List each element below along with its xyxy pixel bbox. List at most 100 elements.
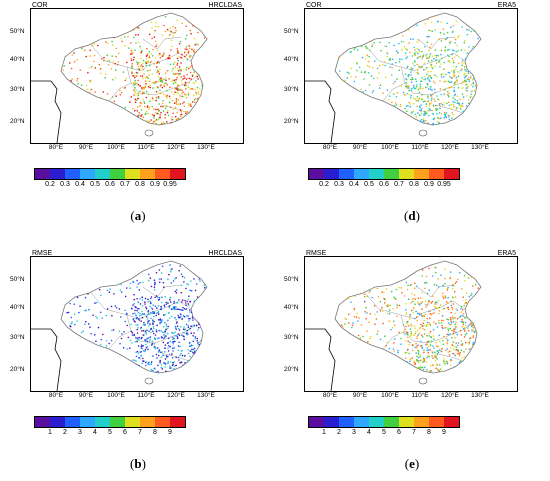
station-dot <box>420 118 423 121</box>
station-dot <box>194 109 197 112</box>
station-dot <box>61 15 63 18</box>
station-dot <box>155 314 158 317</box>
station-dot <box>407 74 409 77</box>
station-dot <box>171 338 174 341</box>
station-dot <box>151 73 154 75</box>
station-dot <box>427 109 430 112</box>
station-dot <box>144 348 147 351</box>
lat-tick-label: 40°N <box>284 56 299 63</box>
station-dot <box>171 364 174 367</box>
station-dot <box>354 275 356 278</box>
station-dot <box>205 337 207 339</box>
station-dot <box>182 335 185 337</box>
station-dot <box>98 29 100 32</box>
station-dot <box>137 83 140 86</box>
station-dot <box>462 364 465 366</box>
station-dot <box>182 91 184 93</box>
station-dot <box>137 301 140 303</box>
station-dot <box>465 302 468 304</box>
station-dot <box>396 306 398 309</box>
station-dot <box>154 124 156 125</box>
station-dot <box>207 342 209 344</box>
station-dot <box>381 35 384 37</box>
station-dot <box>418 105 421 108</box>
station-dot <box>400 40 403 43</box>
station-dot <box>462 296 465 298</box>
station-dot <box>422 361 424 363</box>
province-border <box>142 36 182 50</box>
station-dot <box>106 119 108 122</box>
station-dot <box>416 71 419 74</box>
station-dot <box>134 306 136 308</box>
station-dot <box>410 325 413 327</box>
station-dot <box>210 293 212 295</box>
station-dot <box>141 114 143 116</box>
station-dot <box>79 272 81 275</box>
station-dot <box>415 51 418 54</box>
station-dot <box>354 46 357 49</box>
station-dot <box>133 320 136 322</box>
station-dot <box>141 296 144 299</box>
station-dot <box>133 302 136 305</box>
station-dot <box>119 269 122 271</box>
station-dot <box>147 309 150 312</box>
station-dot <box>105 113 108 115</box>
station-dot <box>443 61 446 64</box>
station-dot <box>120 337 123 340</box>
station-dot <box>108 60 111 62</box>
station-dot <box>452 104 455 106</box>
station-dot <box>179 109 182 111</box>
station-dot <box>191 75 194 77</box>
station-dot <box>395 13 398 15</box>
station-dot <box>463 336 466 338</box>
station-dot <box>133 83 135 86</box>
station-dot <box>192 368 195 370</box>
station-dot <box>411 68 414 70</box>
station-dot <box>420 366 422 369</box>
station-dot <box>447 86 450 89</box>
station-dot <box>122 347 125 349</box>
station-dot <box>175 322 178 325</box>
station-dot <box>369 49 371 52</box>
station-dot <box>181 89 183 91</box>
station-dot <box>75 32 77 35</box>
station-dot <box>71 118 74 121</box>
station-dot <box>408 318 411 320</box>
station-dot <box>164 362 166 365</box>
station-dot <box>453 71 456 73</box>
station-dot <box>358 66 361 69</box>
station-dot <box>141 316 144 319</box>
station-dot <box>177 92 179 94</box>
station-dot <box>423 324 425 327</box>
station-dot <box>360 88 362 91</box>
station-dot <box>410 95 412 97</box>
station-dot <box>147 86 150 88</box>
station-dot <box>386 89 389 91</box>
station-dot <box>394 61 397 64</box>
station-dot <box>411 298 413 301</box>
station-dot <box>192 115 195 117</box>
station-dot <box>427 77 429 80</box>
station-dot <box>408 101 410 104</box>
station-dot <box>427 57 430 60</box>
station-dot <box>152 369 154 372</box>
station-dot <box>173 308 175 311</box>
station-dot <box>422 56 425 58</box>
station-dot <box>171 341 174 343</box>
station-dot <box>187 92 190 95</box>
station-dot <box>163 93 165 96</box>
station-dot <box>157 25 160 28</box>
station-dot <box>159 359 161 362</box>
station-dot <box>345 117 347 120</box>
station-dot <box>473 350 476 353</box>
station-dot <box>479 302 481 305</box>
station-dot <box>435 307 438 309</box>
station-dot <box>415 85 418 88</box>
station-dot <box>346 102 348 104</box>
station-dot <box>204 345 206 347</box>
station-dot <box>416 329 419 332</box>
station-dot <box>185 83 187 85</box>
station-dot <box>187 102 190 105</box>
station-dot <box>454 101 456 104</box>
station-dot <box>146 314 149 316</box>
